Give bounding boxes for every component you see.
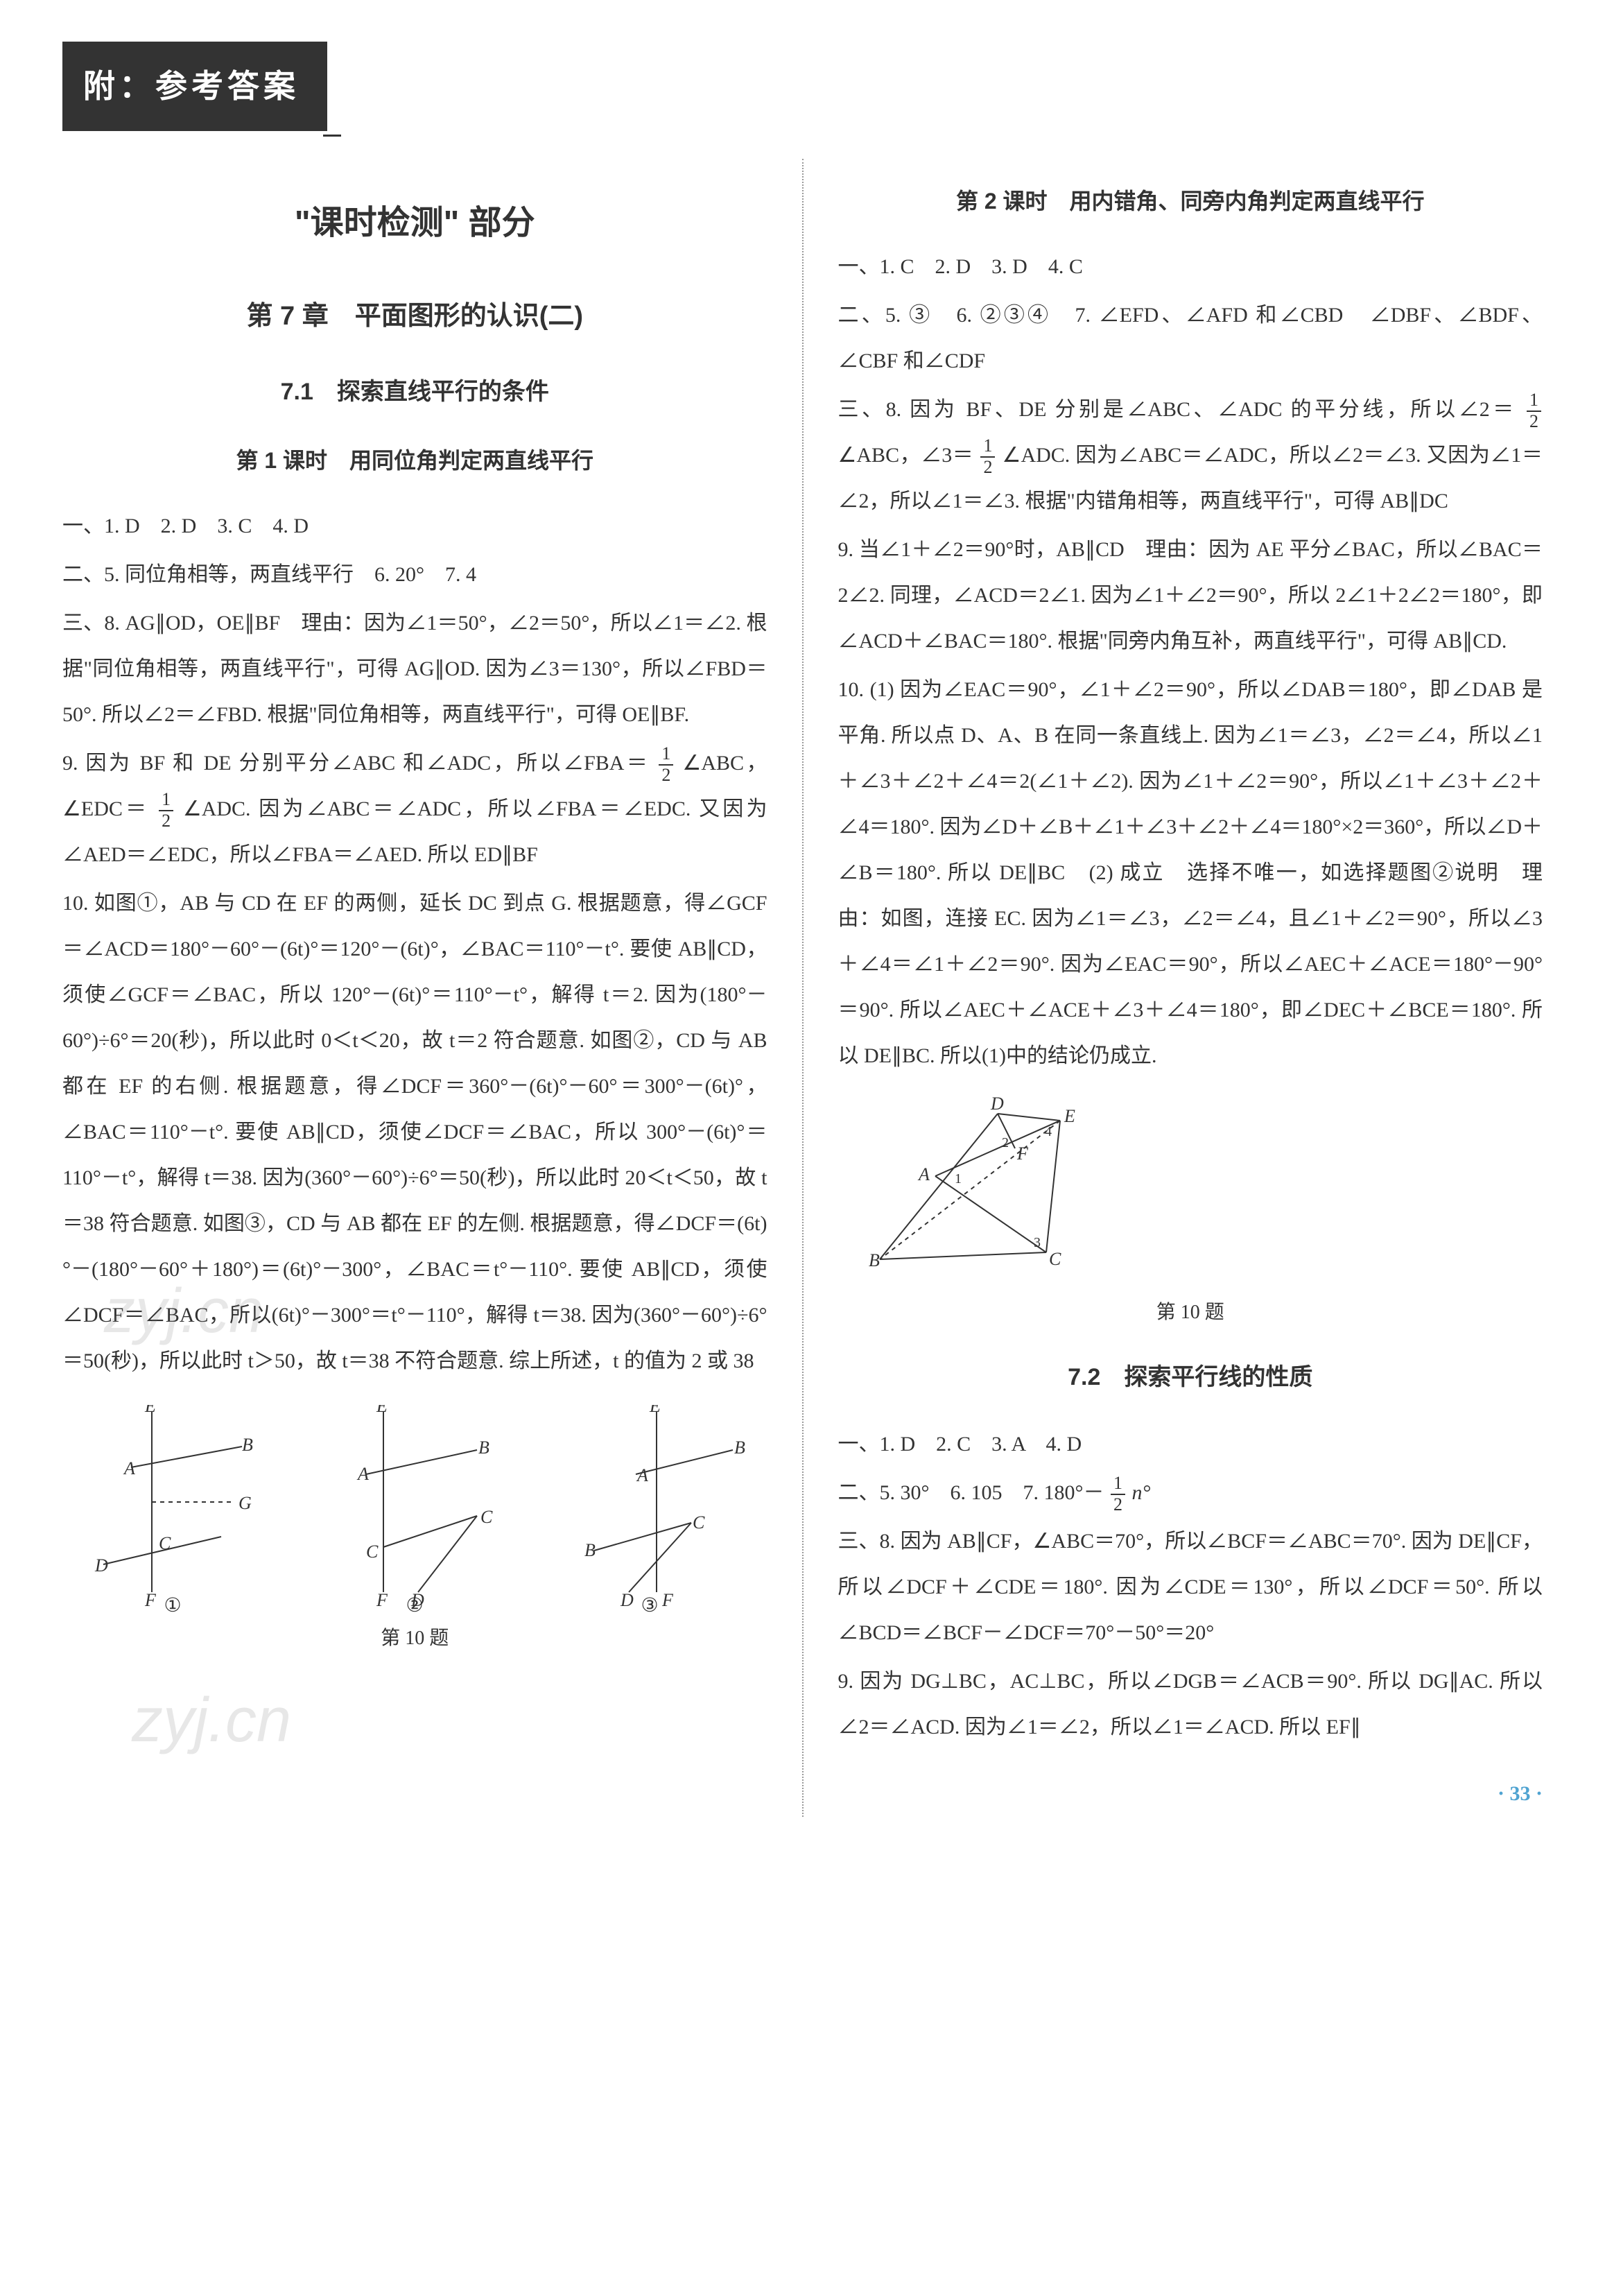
svg-text:G: G [238, 1493, 252, 1513]
svg-text:E: E [1064, 1106, 1075, 1126]
figure-1: E A B G C D F ① [83, 1405, 277, 1613]
svg-text:C: C [159, 1533, 171, 1553]
figure-row-q10: E A B G C D F ① E [62, 1405, 767, 1613]
svg-text:③: ③ [641, 1595, 659, 1613]
svg-text:C: C [693, 1512, 705, 1533]
svg-text:②: ② [406, 1595, 424, 1613]
svg-text:F: F [144, 1590, 157, 1610]
section-7-2: 7.2 探索平行线的性质 [838, 1352, 1543, 1404]
text-fragment: n° [1132, 1481, 1151, 1504]
answer-line: 二、5. 同位角相等，两直线平行 6. 20° 7. 4 [62, 552, 767, 598]
answer-line: 9. 当∠1＋∠2＝90°时，AB∥CD 理由：因为 AE 平分∠BAC，所以∠… [838, 527, 1543, 664]
right-column: 第 2 课时 用内错角、同旁内角判定两直线平行 一、1. C 2. D 3. D… [838, 159, 1543, 1817]
text-fragment: 二、5. 30° 6. 105 7. 180°－ [838, 1481, 1104, 1504]
svg-text:B: B [734, 1438, 745, 1458]
answer-line: 一、1. D 2. C 3. A 4. D [838, 1422, 1543, 1467]
svg-text:D: D [990, 1094, 1004, 1114]
figure-3: E A B B C D F ③ [553, 1405, 747, 1613]
svg-text:4: 4 [1045, 1124, 1052, 1139]
svg-text:E: E [144, 1405, 156, 1416]
watermark-text: zyj.cn [132, 1652, 291, 1789]
svg-text:A: A [636, 1465, 648, 1485]
svg-text:A: A [917, 1164, 930, 1184]
diagram-right-10: D E A F B C 1 2 3 4 [838, 1093, 1102, 1287]
svg-text:B: B [478, 1438, 489, 1458]
svg-text:D: D [620, 1590, 634, 1610]
lesson-1-title: 第 1 课时 用同位角判定两直线平行 [62, 436, 767, 485]
svg-text:3: 3 [1034, 1235, 1041, 1250]
column-divider [802, 159, 804, 1817]
figure-caption-right: 第 10 题 [838, 1291, 1543, 1334]
fraction-half: 12 [980, 436, 995, 477]
svg-text:C: C [480, 1507, 493, 1527]
fraction-half: 12 [1111, 1474, 1125, 1514]
answer-line: 9. 因为 DG⊥BC，AC⊥BC，所以∠DGB＝∠ACB＝90°. 所以 DG… [838, 1659, 1543, 1750]
svg-text:D: D [94, 1555, 108, 1576]
main-title: "课时检测" 部分 [62, 187, 767, 260]
svg-text:A: A [123, 1458, 135, 1478]
svg-text:B: B [242, 1435, 253, 1455]
svg-text:B: B [584, 1540, 596, 1560]
figure-right-q10: D E A F B C 1 2 3 4 [838, 1093, 1543, 1287]
fraction-half: 12 [159, 790, 173, 831]
lesson-2-title: 第 2 课时 用内错角、同旁内角判定两直线平行 [838, 177, 1543, 225]
svg-text:C: C [366, 1542, 379, 1562]
left-column: "课时检测" 部分 第 7 章 平面图形的认识(二) 7.1 探索直线平行的条件… [62, 159, 767, 1817]
answer-line: 一、1. C 2. D 3. D 4. C [838, 244, 1543, 290]
answer-line: 10. 如图①，AB 与 CD 在 EF 的两侧，延长 DC 到点 G. 根据题… [62, 881, 767, 1384]
svg-text:E: E [376, 1405, 388, 1416]
chapter-title: 第 7 章 平面图形的认识(二) [62, 288, 767, 346]
svg-text:F: F [661, 1590, 674, 1610]
text-fragment: ∠ABC，∠3＝ [838, 444, 974, 467]
answer-line: 一、1. D 2. D 3. C 4. D [62, 503, 767, 549]
text-fragment: 三、8. 因为 BF、DE 分别是∠ABC、∠ADC 的平分线，所以∠2＝ [838, 398, 1517, 421]
svg-text:B: B [869, 1250, 880, 1270]
svg-text:A: A [356, 1464, 369, 1484]
answer-line: 三、8. 因为 BF、DE 分别是∠ABC、∠ADC 的平分线，所以∠2＝ 12… [838, 387, 1543, 524]
figure-2: E A B C D C F ② [318, 1405, 512, 1613]
answer-line: 二、5. ③ 6. ②③④ 7. ∠EFD、∠AFD 和∠CBD ∠DBF、∠B… [838, 293, 1543, 384]
page-number: · 33 · [838, 1771, 1543, 1817]
answer-line: 9. 因为 BF 和 DE 分别平分∠ABC 和∠ADC，所以∠FBA＝ 12 … [62, 741, 767, 878]
answer-line: 二、5. 30° 6. 105 7. 180°－ 12 n° [838, 1470, 1543, 1516]
text-fragment: 9. 因为 BF 和 DE 分别平分∠ABC 和∠ADC，所以∠FBA＝ [62, 752, 650, 775]
svg-text:2: 2 [1002, 1135, 1009, 1150]
fraction-half: 12 [659, 744, 673, 785]
header-bar: 附：参考答案 [62, 42, 327, 131]
content-columns: "课时检测" 部分 第 7 章 平面图形的认识(二) 7.1 探索直线平行的条件… [62, 159, 1543, 1817]
answer-line: 三、8. 因为 AB∥CF，∠ABC＝70°，所以∠BCF＝∠ABC＝70°. … [838, 1519, 1543, 1656]
svg-text:F: F [1016, 1143, 1029, 1164]
svg-text:1: 1 [955, 1171, 962, 1186]
figure-caption-left: 第 10 题 [62, 1617, 767, 1660]
svg-text:E: E [649, 1405, 661, 1416]
answer-line: 三、8. AG∥OD，OE∥BF 理由：因为∠1＝50°，∠2＝50°，所以∠1… [62, 601, 767, 738]
svg-text:①: ① [164, 1595, 182, 1613]
fraction-half: 12 [1527, 390, 1541, 431]
section-7-1: 7.1 探索直线平行的条件 [62, 366, 767, 418]
svg-text:C: C [1049, 1249, 1061, 1269]
answer-line: 10. (1) 因为∠EAC＝90°，∠1＋∠2＝90°，所以∠DAB＝180°… [838, 667, 1543, 1079]
svg-text:F: F [376, 1590, 388, 1610]
